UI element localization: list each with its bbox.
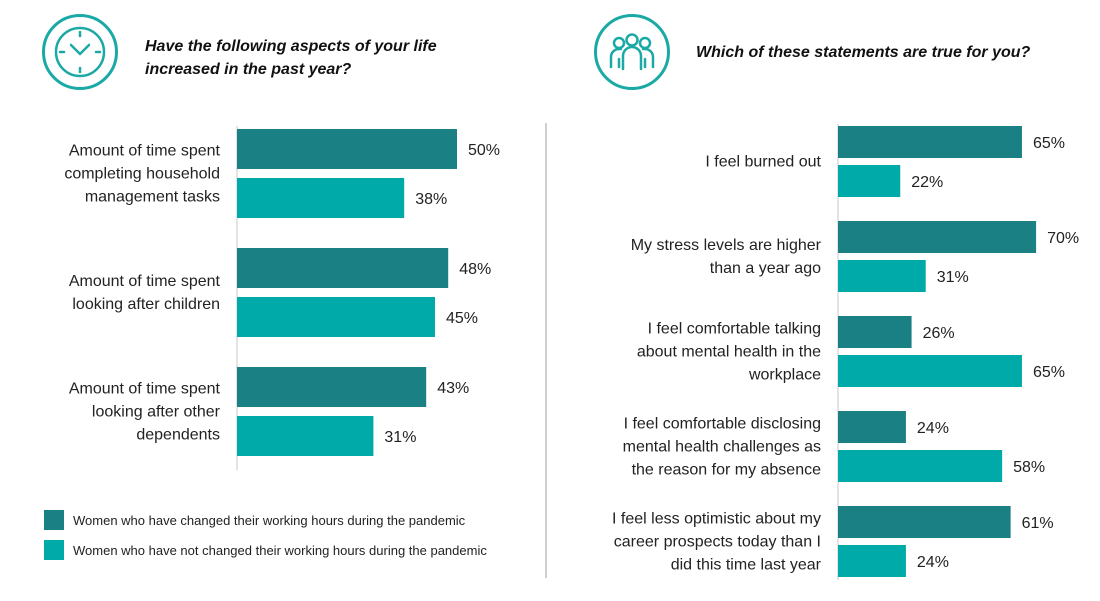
bar-value-label: 45% <box>446 310 478 327</box>
bar-value-label: 26% <box>923 325 955 342</box>
left-heading-line2: increased in the past year? <box>145 61 352 78</box>
category-label-line: My stress levels are higher <box>631 237 822 254</box>
category-label-line: I feel comfortable disclosing <box>624 416 821 433</box>
category-label-line: looking after children <box>72 296 220 313</box>
bar-not-changed <box>838 165 901 197</box>
category-label-line: workplace <box>748 367 821 384</box>
legend-item-not-changed: Women who have not changed their working… <box>44 540 487 560</box>
category-label-line: career prospects today than I <box>614 534 821 551</box>
category-label-line: I feel less optimistic about my <box>612 511 821 528</box>
bar-value-label: 24% <box>917 554 949 571</box>
category-label: My stress levels are higher than a year a… <box>631 237 822 277</box>
bar-changed <box>838 221 1037 253</box>
bar-not-changed <box>838 545 906 577</box>
bar-not-changed <box>838 450 1003 482</box>
clock-icon <box>54 26 106 78</box>
category-label-line: dependents <box>136 427 220 444</box>
legend-swatch-not-changed <box>44 540 64 560</box>
bar-value-label: 43% <box>437 380 469 397</box>
legend-swatch-changed <box>44 510 64 530</box>
people-group-icon <box>609 33 655 71</box>
bar-value-label: 22% <box>911 174 943 191</box>
category-label-line: mental health challenges as <box>623 439 821 456</box>
category-label: Amount of time spent completing household… <box>64 143 220 206</box>
category-label-line: Amount of time spent <box>69 381 221 398</box>
bar-value-label: 65% <box>1033 135 1065 152</box>
people-icon-circle <box>594 14 670 90</box>
bar-value-label: 48% <box>459 261 491 278</box>
bar-not-changed <box>237 297 435 337</box>
bar-not-changed <box>237 178 405 218</box>
left-heading: Have the following aspects of your life … <box>145 35 437 81</box>
category-label: Amount of time spent looking after childr… <box>69 273 221 313</box>
bar-value-label: 50% <box>468 142 500 159</box>
clock-icon-circle <box>42 14 118 90</box>
bar-changed <box>838 506 1011 538</box>
category-label-line: about mental health in the <box>637 344 821 361</box>
bar-changed <box>237 367 427 407</box>
category-label-line: Amount of time spent <box>69 273 221 290</box>
left-heading-line1: Have the following aspects of your life <box>145 38 437 55</box>
bar-changed <box>237 248 449 288</box>
bar-not-changed <box>838 355 1022 387</box>
bar-value-label: 65% <box>1033 364 1065 381</box>
bar-value-label: 31% <box>384 429 416 446</box>
category-label-line: I feel comfortable talking <box>648 321 821 338</box>
right-heading: Which of these statements are true for y… <box>696 44 1031 61</box>
bar-value-label: 24% <box>917 420 949 437</box>
panel-divider <box>545 123 547 578</box>
category-label-line: the reason for my absence <box>632 462 822 479</box>
bar-not-changed <box>838 260 926 292</box>
category-label: I feel comfortable disclosing mental heal… <box>623 416 821 479</box>
category-label-line: management tasks <box>85 189 220 206</box>
bar-value-label: 31% <box>937 269 969 286</box>
category-label-line: did this time last year <box>671 557 822 574</box>
legend-label-changed: Women who have changed their working hou… <box>73 512 466 528</box>
bar-value-label: 70% <box>1047 230 1079 247</box>
bar-not-changed <box>237 416 374 456</box>
category-label: I feel burned out <box>705 154 821 171</box>
category-label-line: looking after other <box>92 404 221 421</box>
bar-changed <box>838 411 906 443</box>
category-label: Amount of time spent looking after other d… <box>69 381 221 444</box>
category-label-line: I feel burned out <box>705 154 821 171</box>
category-label-line: than a year ago <box>710 260 821 277</box>
category-label-line: Amount of time spent <box>69 143 221 160</box>
legend-item-changed: Women who have changed their working hou… <box>44 510 465 530</box>
category-label-line: completing household <box>64 166 220 183</box>
left-bar-chart: Amount of time spent completing household… <box>64 126 500 470</box>
bar-changed <box>237 129 457 169</box>
bar-value-label: 58% <box>1013 459 1045 476</box>
bar-changed <box>838 316 912 348</box>
bar-value-label: 61% <box>1022 515 1054 532</box>
category-label: I feel less optimistic about my career pr… <box>612 511 822 574</box>
bar-changed <box>838 126 1022 158</box>
right-bar-chart: I feel burned out 65% 22% My stress levels … <box>612 124 1079 580</box>
legend-label-not-changed: Women who have not changed their working… <box>73 542 487 558</box>
bar-value-label: 38% <box>415 191 447 208</box>
category-label: I feel comfortable talking about mental h… <box>637 321 821 384</box>
